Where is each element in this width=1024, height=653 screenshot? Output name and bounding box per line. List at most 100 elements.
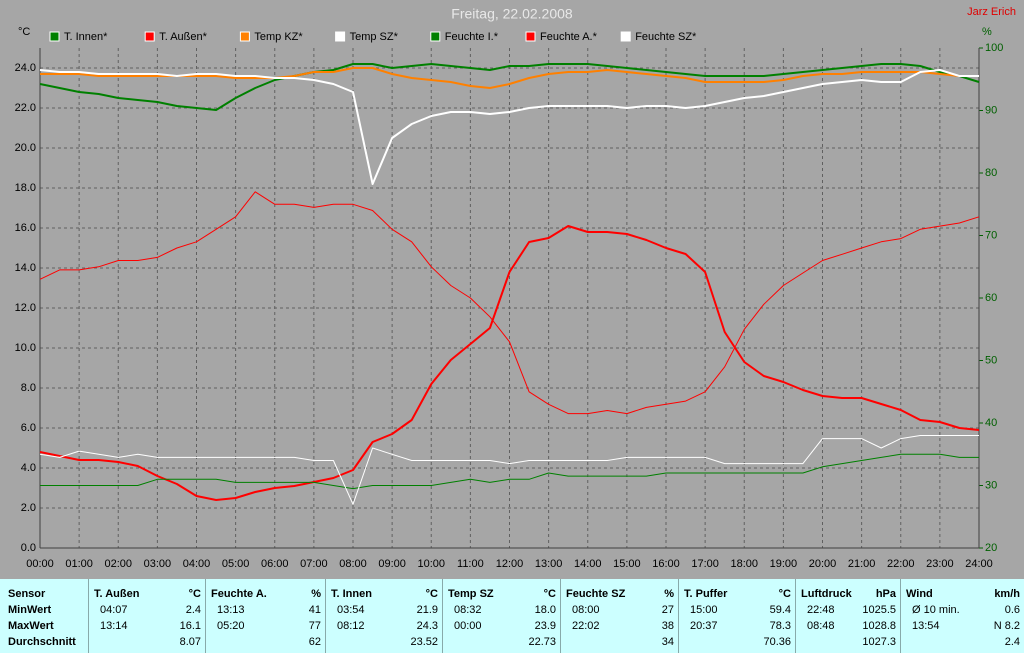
column-name: Feuchte SZ bbox=[566, 588, 626, 600]
x-tick-label: 04:00 bbox=[183, 558, 211, 570]
divider bbox=[205, 579, 206, 653]
y2-unit: % bbox=[982, 26, 992, 38]
series-line bbox=[39, 435, 979, 505]
x-tick-label: 11:00 bbox=[457, 558, 484, 570]
divider bbox=[678, 579, 679, 653]
column-name: Wind bbox=[906, 588, 933, 600]
time-cell: 22:02 bbox=[572, 620, 600, 632]
row-label: MinWert bbox=[8, 604, 52, 616]
y-tick-label: 2.0 bbox=[21, 502, 36, 514]
avg-cell: 1027.3 bbox=[862, 636, 896, 648]
x-tick-label: 15:00 bbox=[613, 558, 641, 570]
series-line bbox=[39, 191, 980, 415]
y-tick-label: 24.0 bbox=[15, 62, 36, 74]
y2-tick-label: 80 bbox=[985, 167, 997, 179]
series-line bbox=[40, 453, 979, 490]
value-cell: 77 bbox=[308, 620, 321, 632]
legend-swatch bbox=[239, 31, 250, 42]
time-cell: 13:54 bbox=[912, 620, 940, 632]
y2-tick-label: 20 bbox=[985, 542, 997, 554]
column-name: T. Außen bbox=[94, 588, 140, 600]
column-unit: °C bbox=[188, 588, 201, 600]
y2-tick-label: 100 bbox=[985, 42, 1003, 54]
value-cell: N 8.2 bbox=[993, 620, 1020, 632]
value-cell: 23.9 bbox=[534, 620, 556, 632]
legend-swatch bbox=[525, 31, 536, 42]
x-tick-label: 21:00 bbox=[848, 558, 876, 570]
row-label: MaxWert bbox=[8, 620, 54, 632]
x-tick-label: 10:00 bbox=[417, 558, 445, 570]
x-tick-label: 23:00 bbox=[926, 558, 954, 570]
value-cell: 38 bbox=[661, 620, 674, 632]
legend-swatch bbox=[335, 31, 346, 42]
legend-swatch bbox=[144, 31, 155, 42]
x-tick-label: 02:00 bbox=[104, 558, 132, 570]
y-unit: °C bbox=[18, 26, 30, 38]
column-name: Luftdruck bbox=[801, 588, 852, 600]
legend-swatch bbox=[620, 31, 631, 42]
x-tick-label: 01:00 bbox=[65, 558, 93, 570]
stats-table: Sensor MinWert MaxWert Durchschnitt T. Außen… bbox=[0, 579, 1024, 653]
legend-label: Feuchte I.* bbox=[445, 31, 499, 43]
x-tick-label: 00:00 bbox=[26, 558, 54, 570]
x-tick-label: 20:00 bbox=[809, 558, 837, 570]
value-cell: 18.0 bbox=[534, 604, 556, 616]
y-tick-label: 18.0 bbox=[15, 182, 36, 194]
y2-tick-label: 70 bbox=[985, 229, 997, 241]
y-tick-label: 6.0 bbox=[21, 422, 36, 434]
y2-tick-label: 40 bbox=[985, 417, 997, 429]
x-tick-label: 12:00 bbox=[496, 558, 524, 570]
series-line bbox=[39, 63, 980, 111]
value-cell: 1028.8 bbox=[862, 620, 896, 632]
x-tick-label: 16:00 bbox=[652, 558, 680, 570]
value-cell: 21.9 bbox=[416, 604, 438, 616]
time-cell: 15:00 bbox=[690, 604, 718, 616]
divider bbox=[900, 579, 901, 653]
time-cell: 22:48 bbox=[807, 604, 835, 616]
time-cell: 08:00 bbox=[572, 604, 600, 616]
column-name: Temp SZ bbox=[448, 588, 494, 600]
time-cell: 05:20 bbox=[217, 620, 245, 632]
value-cell: 41 bbox=[308, 604, 321, 616]
value-cell: 2.4 bbox=[185, 604, 201, 616]
legend-swatch bbox=[49, 31, 60, 42]
x-tick-label: 06:00 bbox=[261, 558, 289, 570]
time-cell: 08:48 bbox=[807, 620, 835, 632]
value-cell: 27 bbox=[661, 604, 674, 616]
legend-label: T. Innen* bbox=[64, 31, 108, 43]
y-tick-label: 8.0 bbox=[21, 382, 36, 394]
time-cell: 03:54 bbox=[337, 604, 365, 616]
y2-tick-label: 60 bbox=[985, 292, 997, 304]
value-cell: 24.3 bbox=[416, 620, 438, 632]
x-tick-label: 09:00 bbox=[378, 558, 406, 570]
chart-background bbox=[0, 0, 1024, 579]
time-cell: 20:37 bbox=[690, 620, 718, 632]
y-tick-label: 14.0 bbox=[15, 262, 36, 274]
y-tick-label: 16.0 bbox=[15, 222, 36, 234]
row-label: Sensor bbox=[8, 588, 46, 600]
y-tick-label: 20.0 bbox=[15, 142, 36, 154]
x-tick-label: 22:00 bbox=[887, 558, 915, 570]
avg-cell: 2.4 bbox=[1004, 636, 1020, 648]
legend-label: T. Außen* bbox=[159, 31, 207, 43]
column-name: T. Innen bbox=[331, 588, 372, 600]
legend-label: Temp KZ* bbox=[254, 31, 303, 43]
avg-cell: 23.52 bbox=[410, 636, 438, 648]
x-tick-label: 05:00 bbox=[222, 558, 250, 570]
divider bbox=[560, 579, 561, 653]
divider bbox=[442, 579, 443, 653]
value-cell: 78.3 bbox=[769, 620, 791, 632]
y2-tick-label: 90 bbox=[985, 104, 997, 116]
chart-title: Freitag, 22.02.2008 bbox=[451, 6, 573, 22]
time-cell: Ø 10 min. bbox=[912, 604, 960, 616]
y2-tick-label: 30 bbox=[985, 479, 997, 491]
column-unit: % bbox=[664, 588, 674, 600]
x-tick-label: 19:00 bbox=[770, 558, 798, 570]
x-tick-label: 17:00 bbox=[691, 558, 719, 570]
column-unit: °C bbox=[778, 588, 791, 600]
time-cell: 13:14 bbox=[100, 620, 128, 632]
series-line bbox=[39, 69, 979, 185]
y-tick-label: 4.0 bbox=[21, 462, 36, 474]
y-tick-label: 12.0 bbox=[15, 302, 36, 314]
